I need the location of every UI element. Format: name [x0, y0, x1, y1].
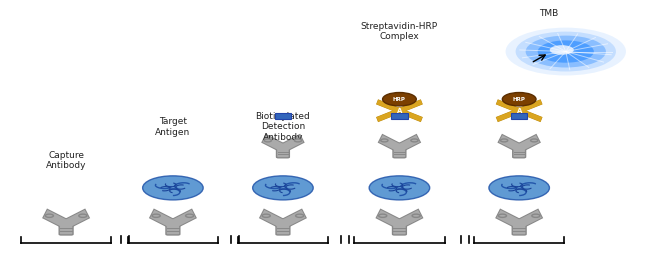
Circle shape — [264, 139, 272, 142]
Circle shape — [412, 214, 421, 217]
Text: Target
Antigen: Target Antigen — [155, 117, 190, 136]
Text: Streptavidin-HRP
Complex: Streptavidin-HRP Complex — [361, 22, 438, 41]
Text: Capture
Antibody: Capture Antibody — [46, 151, 86, 170]
Circle shape — [262, 214, 270, 217]
Circle shape — [530, 139, 538, 142]
Text: HRP: HRP — [393, 97, 406, 102]
Circle shape — [411, 139, 418, 142]
FancyBboxPatch shape — [276, 224, 290, 235]
FancyBboxPatch shape — [513, 147, 526, 158]
Circle shape — [526, 36, 606, 68]
Circle shape — [185, 214, 194, 217]
Circle shape — [142, 176, 203, 200]
Circle shape — [538, 40, 594, 63]
Circle shape — [489, 176, 549, 200]
Circle shape — [79, 214, 87, 217]
Circle shape — [46, 214, 53, 217]
FancyBboxPatch shape — [393, 147, 406, 158]
FancyBboxPatch shape — [512, 224, 526, 235]
Circle shape — [383, 93, 416, 106]
Text: TMB: TMB — [539, 9, 558, 18]
Circle shape — [369, 176, 430, 200]
FancyBboxPatch shape — [393, 224, 406, 235]
Text: A: A — [517, 108, 522, 114]
Text: Biotinylated
Detection
Antibody: Biotinylated Detection Antibody — [255, 112, 310, 142]
Circle shape — [294, 139, 302, 142]
Circle shape — [550, 45, 574, 55]
Circle shape — [506, 28, 626, 75]
Circle shape — [532, 214, 540, 217]
Text: HRP: HRP — [513, 97, 526, 102]
Circle shape — [515, 32, 616, 72]
Circle shape — [502, 93, 536, 106]
Circle shape — [378, 214, 387, 217]
Text: A: A — [396, 108, 402, 114]
Circle shape — [381, 139, 388, 142]
Circle shape — [499, 214, 506, 217]
FancyBboxPatch shape — [59, 224, 73, 235]
Circle shape — [253, 176, 313, 200]
FancyBboxPatch shape — [276, 147, 289, 158]
FancyBboxPatch shape — [166, 224, 180, 235]
Circle shape — [152, 214, 161, 217]
Circle shape — [500, 139, 508, 142]
Circle shape — [296, 214, 304, 217]
